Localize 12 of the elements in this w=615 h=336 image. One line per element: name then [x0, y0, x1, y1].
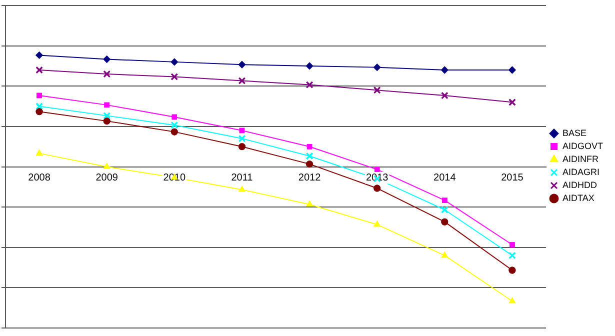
x-tick-label: 2009 — [96, 172, 118, 184]
legend-label: AIDTAX — [562, 192, 594, 203]
x-tick-label: 2011 — [231, 172, 254, 184]
x-tick-label: 2015 — [501, 172, 524, 184]
x-tick-label: 2014 — [434, 172, 456, 184]
legend-label: AIDINFR — [562, 154, 599, 164]
legend-label: BASE — [562, 128, 587, 138]
legend-label: AIDHDD — [562, 180, 598, 190]
x-tick-label: 2012 — [298, 172, 322, 184]
x-tick-label: 2008 — [28, 172, 51, 184]
legend-label: AIDAGRI — [562, 166, 600, 177]
legend-label: AIDGOVT — [562, 140, 604, 151]
